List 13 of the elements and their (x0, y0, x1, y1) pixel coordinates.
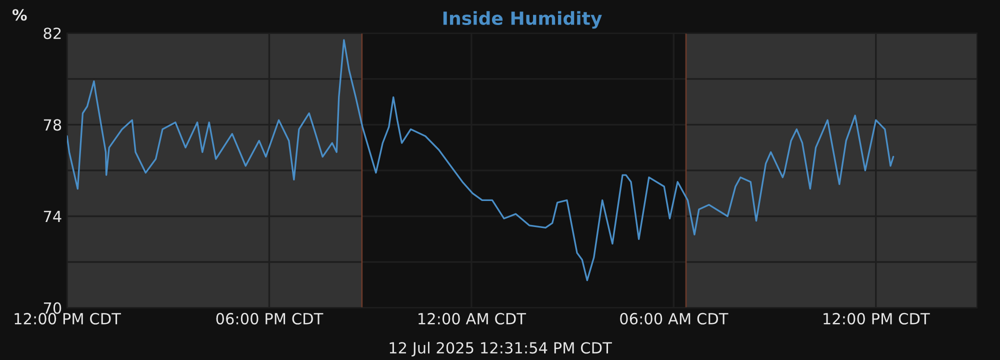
y-tick-label: 82 (44, 28, 61, 40)
text: 12 Jul 2025 12:31:54 PM CDT (390, 342, 612, 356)
x-tick-label: 06:00 AM CDT (620, 312, 728, 324)
x-tick-label: 12:00 PM CDT (14, 312, 121, 324)
x-tick-label: 12:00 PM CDT (824, 312, 930, 324)
y-axis-title: % (12, 9, 27, 21)
x-tick-label: 06:00 PM CDT (216, 312, 324, 324)
y-tick-label: 78 (44, 119, 62, 131)
chart-title: Inside Humidity (443, 11, 602, 29)
line-series (67, 39, 894, 282)
x-tick-label: 12:00 AM CDT (418, 312, 526, 324)
y-tick-label: 70 (44, 302, 62, 314)
y-tick-label: 74 (44, 210, 62, 222)
